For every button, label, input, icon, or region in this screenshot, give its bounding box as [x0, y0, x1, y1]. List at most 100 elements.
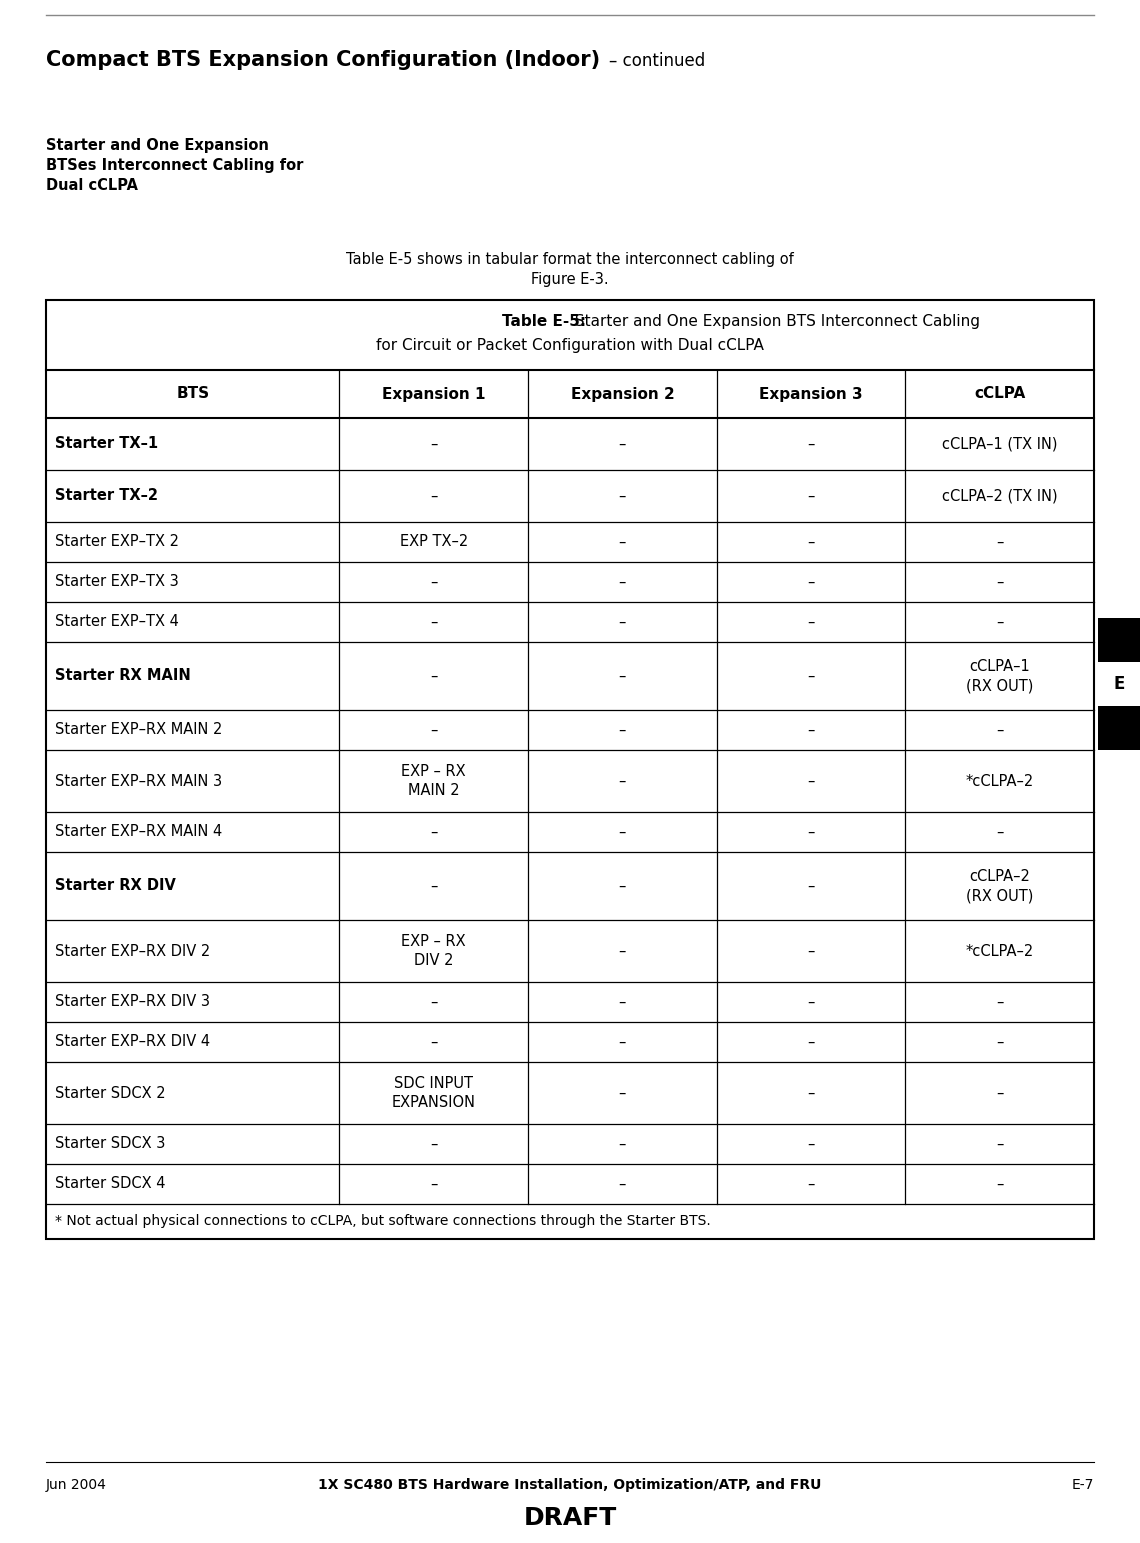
Text: –: –: [619, 489, 626, 503]
Text: DRAFT: DRAFT: [523, 1506, 617, 1531]
Text: Table E-5 shows in tabular format the interconnect cabling of: Table E-5 shows in tabular format the in…: [347, 252, 793, 267]
Text: –: –: [807, 943, 815, 958]
Text: –: –: [619, 437, 626, 452]
Text: Starter RX MAIN: Starter RX MAIN: [55, 668, 190, 684]
Text: Starter EXP–TX 3: Starter EXP–TX 3: [55, 574, 179, 589]
Text: –: –: [807, 1085, 815, 1100]
Text: –: –: [430, 722, 438, 738]
Text: cCLPA–2 (TX IN): cCLPA–2 (TX IN): [942, 489, 1058, 503]
Text: –: –: [619, 824, 626, 839]
Text: –: –: [807, 1137, 815, 1151]
Text: *cCLPA–2: *cCLPA–2: [966, 773, 1034, 788]
Text: Starter EXP–RX DIV 3: Starter EXP–RX DIV 3: [55, 995, 210, 1009]
Text: –: –: [619, 1137, 626, 1151]
Text: Starter EXP–TX 4: Starter EXP–TX 4: [55, 614, 179, 630]
Text: –: –: [619, 878, 626, 893]
Text: –: –: [807, 574, 815, 589]
Text: Starter EXP–RX MAIN 2: Starter EXP–RX MAIN 2: [55, 722, 222, 738]
Text: E: E: [1114, 674, 1125, 693]
Text: Expansion 1: Expansion 1: [382, 386, 486, 401]
Text: –: –: [807, 668, 815, 684]
Text: for Circuit or Packet Configuration with Dual cCLPA: for Circuit or Packet Configuration with…: [376, 338, 764, 353]
Text: –: –: [807, 773, 815, 788]
Text: –: –: [807, 722, 815, 738]
Text: –: –: [807, 878, 815, 893]
Text: Compact BTS Expansion Configuration (Indoor): Compact BTS Expansion Configuration (Ind…: [46, 49, 600, 69]
Text: –: –: [807, 614, 815, 630]
Text: Table E-5:: Table E-5:: [502, 313, 586, 329]
Text: cCLPA–1
(RX OUT): cCLPA–1 (RX OUT): [966, 659, 1033, 693]
Text: –: –: [619, 722, 626, 738]
Text: –: –: [996, 995, 1003, 1009]
Text: 1X SC480 BTS Hardware Installation, Optimization/ATP, and FRU: 1X SC480 BTS Hardware Installation, Opti…: [318, 1478, 822, 1492]
Text: –: –: [996, 534, 1003, 549]
Text: Starter and One Expansion BTS Interconnect Cabling: Starter and One Expansion BTS Interconne…: [570, 313, 980, 329]
Text: cCLPA–2
(RX OUT): cCLPA–2 (RX OUT): [966, 869, 1033, 903]
Text: –: –: [807, 534, 815, 549]
Text: Expansion 2: Expansion 2: [570, 386, 674, 401]
Text: –: –: [619, 773, 626, 788]
Text: –: –: [430, 1137, 438, 1151]
Text: –: –: [807, 1176, 815, 1191]
Text: –: –: [430, 1176, 438, 1191]
Text: Starter EXP–RX MAIN 3: Starter EXP–RX MAIN 3: [55, 773, 222, 788]
Text: –: –: [807, 489, 815, 503]
Text: –: –: [619, 534, 626, 549]
Bar: [1098, 707, 1140, 750]
Bar: [1098, 619, 1140, 662]
Text: Starter TX–2: Starter TX–2: [55, 489, 158, 503]
Text: –: –: [619, 614, 626, 630]
Text: Starter SDCX 3: Starter SDCX 3: [55, 1137, 165, 1151]
Text: Figure E-3.: Figure E-3.: [531, 272, 609, 287]
Text: –: –: [430, 668, 438, 684]
Text: * Not actual physical connections to cCLPA, but software connections through the: * Not actual physical connections to cCL…: [55, 1214, 710, 1228]
Text: Starter RX DIV: Starter RX DIV: [55, 878, 176, 893]
Text: –: –: [430, 574, 438, 589]
Bar: [46, 299, 1094, 1239]
Text: Starter EXP–RX DIV 2: Starter EXP–RX DIV 2: [55, 943, 210, 958]
Text: –: –: [430, 1034, 438, 1049]
Text: –: –: [996, 1137, 1003, 1151]
Text: EXP – RX
DIV 2: EXP – RX DIV 2: [401, 934, 466, 967]
Text: –: –: [996, 824, 1003, 839]
Text: Expansion 3: Expansion 3: [759, 386, 863, 401]
Text: Starter SDCX 2: Starter SDCX 2: [55, 1085, 165, 1100]
Text: –: –: [619, 1085, 626, 1100]
Text: *cCLPA–2: *cCLPA–2: [966, 943, 1034, 958]
Text: Starter TX–1: Starter TX–1: [55, 437, 158, 452]
Text: Jun 2004: Jun 2004: [46, 1478, 107, 1492]
Text: –: –: [807, 995, 815, 1009]
Text: –: –: [430, 489, 438, 503]
Text: BTSes Interconnect Cabling for: BTSes Interconnect Cabling for: [46, 157, 303, 173]
Text: –: –: [619, 668, 626, 684]
Text: –: –: [619, 943, 626, 958]
Text: –: –: [430, 614, 438, 630]
Text: BTS: BTS: [177, 386, 210, 401]
Text: Starter EXP–RX MAIN 4: Starter EXP–RX MAIN 4: [55, 824, 222, 839]
Text: –: –: [430, 437, 438, 452]
Text: Starter EXP–RX DIV 4: Starter EXP–RX DIV 4: [55, 1034, 210, 1049]
Text: –: –: [996, 722, 1003, 738]
Text: –: –: [619, 1176, 626, 1191]
Text: EXP – RX
MAIN 2: EXP – RX MAIN 2: [401, 764, 466, 798]
Text: Starter SDCX 4: Starter SDCX 4: [55, 1176, 165, 1191]
Text: –: –: [807, 437, 815, 452]
Text: SDC INPUT
EXPANSION: SDC INPUT EXPANSION: [392, 1075, 475, 1109]
Text: –: –: [996, 1085, 1003, 1100]
Text: –: –: [996, 1176, 1003, 1191]
Text: –: –: [996, 614, 1003, 630]
Text: Starter EXP–TX 2: Starter EXP–TX 2: [55, 534, 179, 549]
Text: –: –: [619, 574, 626, 589]
Text: Starter and One Expansion: Starter and One Expansion: [46, 137, 269, 153]
Text: –: –: [430, 824, 438, 839]
Text: –: –: [996, 1034, 1003, 1049]
Text: E-7: E-7: [1072, 1478, 1094, 1492]
Text: –: –: [807, 1034, 815, 1049]
Text: –: –: [430, 878, 438, 893]
Text: –: –: [807, 824, 815, 839]
Text: Dual cCLPA: Dual cCLPA: [46, 177, 138, 193]
Text: cCLPA–1 (TX IN): cCLPA–1 (TX IN): [942, 437, 1058, 452]
Text: –: –: [430, 995, 438, 1009]
Text: EXP TX–2: EXP TX–2: [400, 534, 467, 549]
Text: –: –: [619, 995, 626, 1009]
